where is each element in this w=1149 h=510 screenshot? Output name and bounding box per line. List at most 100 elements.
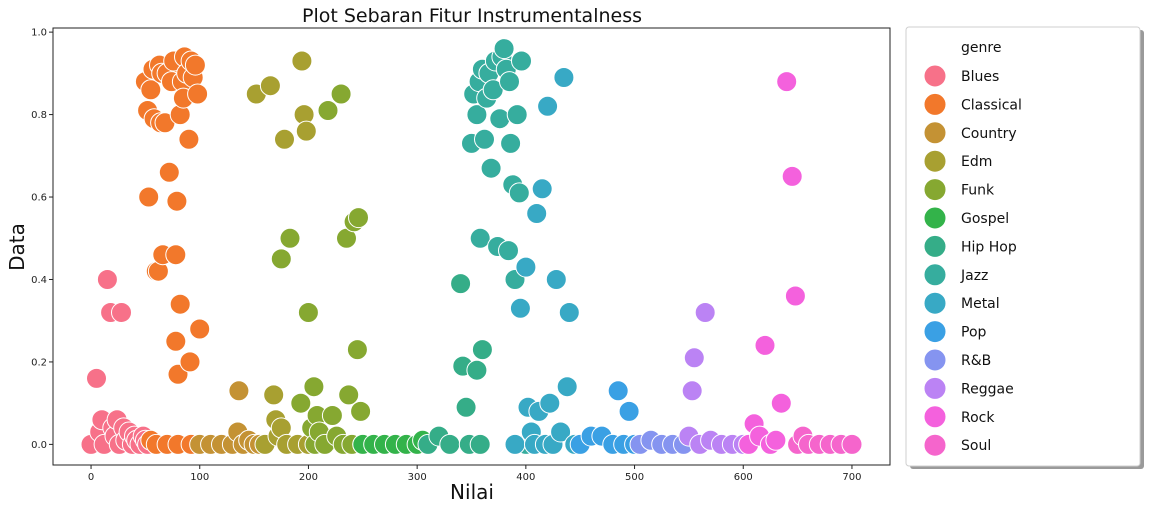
data-point — [348, 207, 369, 229]
data-point — [770, 392, 792, 414]
x-tick-label: 300 — [408, 472, 427, 483]
data-point — [469, 227, 491, 249]
legend-label: Jazz — [960, 268, 988, 284]
legend-label: Soul — [961, 438, 991, 454]
data-point — [618, 400, 640, 422]
data-point — [683, 347, 705, 369]
data-point — [506, 104, 528, 126]
data-point — [776, 71, 798, 93]
data-point — [189, 318, 211, 340]
legend-marker — [923, 92, 947, 116]
data-point — [140, 79, 162, 101]
legend-label: Edm — [961, 154, 992, 170]
legend-marker — [923, 320, 947, 344]
legend-label: Reggae — [961, 381, 1014, 397]
data-point — [531, 178, 553, 200]
data-point — [290, 392, 312, 414]
legend-item: Country — [923, 121, 1017, 145]
data-point — [321, 405, 343, 426]
x-tick-label: 500 — [625, 472, 644, 483]
y-tick-label: 0.6 — [31, 193, 47, 204]
data-point — [781, 165, 803, 187]
legend-label: Classical — [961, 97, 1022, 113]
data-point — [263, 384, 285, 406]
x-tick-label: 700 — [842, 472, 861, 483]
legend-marker — [923, 121, 947, 145]
y-tick-label: 0.4 — [31, 275, 47, 286]
data-point — [184, 54, 206, 76]
data-point — [346, 339, 368, 361]
data-point — [317, 100, 339, 121]
legend-marker — [923, 433, 947, 457]
data-point — [158, 161, 180, 183]
data-point — [607, 380, 629, 402]
legend-marker — [923, 178, 947, 202]
data-point — [474, 128, 495, 150]
data-point — [681, 380, 703, 402]
data-point — [526, 203, 548, 224]
legend-marker — [923, 206, 947, 230]
legend-item: R&B — [923, 348, 991, 372]
data-point — [165, 244, 187, 266]
legend-marker — [923, 64, 947, 88]
axis-ticks: 0 100 200 300 400 500 600 700 0.0 0.2 0.4 0.6 0.8 1.0 — [31, 28, 861, 483]
legend-title: genre — [961, 40, 1001, 56]
data-point — [499, 71, 520, 93]
x-tick-label: 100 — [190, 472, 209, 483]
plot-area — [80, 38, 863, 455]
data-point — [86, 367, 107, 389]
data-point — [558, 302, 580, 323]
data-point — [537, 95, 559, 117]
data-point — [515, 256, 537, 278]
legend-item: Gospel — [923, 206, 1009, 230]
legend-label: Metal — [961, 296, 1000, 312]
data-point — [455, 396, 477, 418]
legend-marker — [923, 291, 947, 315]
x-tick-label: 200 — [299, 472, 318, 483]
data-point — [178, 128, 200, 150]
legend-label: Rock — [961, 410, 995, 426]
data-point — [297, 302, 319, 323]
data-point — [471, 339, 493, 361]
data-point — [187, 83, 209, 105]
data-point — [480, 157, 502, 179]
legend-label: Funk — [961, 183, 995, 199]
legend-marker — [923, 405, 947, 429]
legend-item: Pop — [923, 320, 987, 344]
data-point — [498, 240, 519, 262]
legend-label: Hip Hop — [961, 239, 1017, 255]
legend-marker — [923, 234, 947, 258]
data-point — [295, 120, 317, 142]
legend-label: Country — [961, 126, 1017, 142]
legend-box — [905, 26, 1141, 467]
x-axis-title: Nilai — [450, 480, 494, 504]
data-point — [291, 50, 313, 72]
y-tick-label: 0.0 — [31, 440, 47, 451]
x-tick-label: 600 — [734, 472, 753, 483]
data-point — [469, 433, 491, 455]
y-tick-label: 1.0 — [31, 28, 47, 39]
legend-label: Pop — [961, 325, 987, 341]
plot-frame — [52, 27, 891, 466]
data-point — [330, 83, 352, 105]
data-point — [504, 433, 526, 455]
legend-item: Classical — [923, 92, 1022, 116]
data-point — [489, 108, 511, 130]
data-point — [165, 330, 187, 352]
legend-item: Funk — [923, 178, 995, 202]
data-point — [694, 302, 716, 323]
data-point — [179, 351, 201, 373]
y-tick-label: 0.2 — [31, 357, 47, 368]
legend-marker — [923, 149, 947, 173]
data-point — [450, 273, 472, 295]
data-point — [539, 392, 561, 414]
data-point — [509, 297, 531, 319]
data-point — [96, 269, 118, 290]
data-point — [111, 302, 132, 323]
data-point — [550, 421, 572, 443]
legend-marker — [923, 348, 947, 372]
legend-item: Edm — [923, 149, 992, 173]
legend-item: Blues — [923, 64, 999, 88]
data-point — [466, 359, 488, 381]
data-point — [545, 269, 567, 290]
